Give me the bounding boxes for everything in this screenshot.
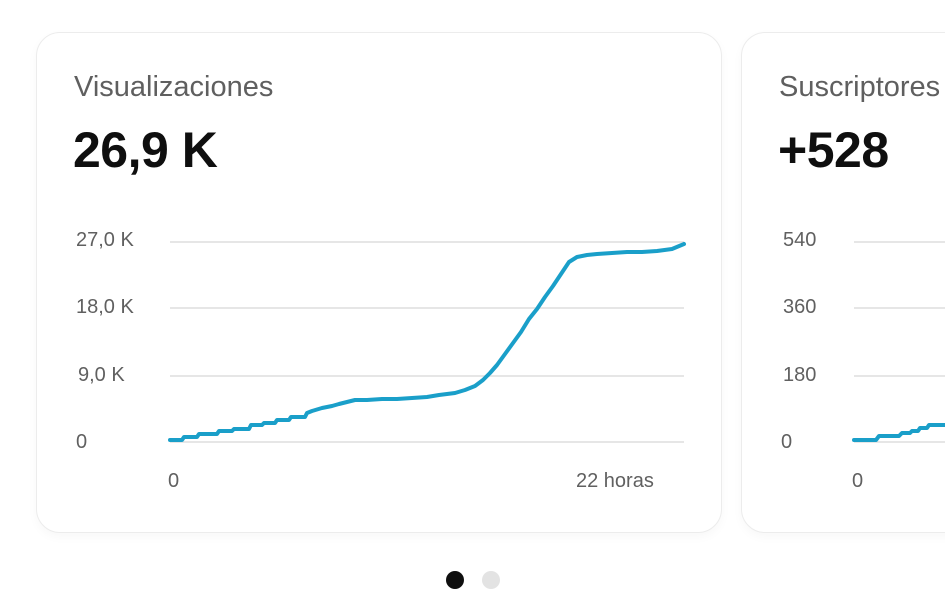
gridlines bbox=[854, 241, 945, 443]
views-line-chart bbox=[168, 241, 686, 443]
y-tick-label: 0 bbox=[781, 431, 793, 453]
y-tick-label: 18,0 K bbox=[76, 296, 134, 318]
y-tick-label: 9,0 K bbox=[78, 364, 125, 386]
subscribers-title: Suscriptores bbox=[779, 71, 941, 103]
x-tick-label: 0 bbox=[852, 470, 864, 492]
subscribers-card[interactable]: Suscriptores +528 540 360 180 0 0 bbox=[741, 32, 945, 533]
pager-dot-1[interactable] bbox=[446, 571, 464, 589]
subscribers-series-line bbox=[852, 423, 945, 442]
y-tick-label: 360 bbox=[783, 296, 817, 318]
y-tick-label: 180 bbox=[783, 364, 817, 386]
y-tick-label: 540 bbox=[783, 229, 817, 251]
pager-dot-2[interactable] bbox=[482, 571, 500, 589]
x-tick-label: 0 bbox=[168, 470, 180, 492]
carousel-pager bbox=[446, 571, 500, 589]
subscribers-line-chart bbox=[852, 241, 945, 443]
y-tick-label: 27,0 K bbox=[76, 229, 134, 251]
views-card[interactable]: Visualizaciones 26,9 K 27,0 K 18,0 K 9,0… bbox=[36, 32, 722, 533]
x-tick-label: 22 horas bbox=[576, 470, 654, 492]
subscribers-value: +528 bbox=[778, 122, 889, 178]
views-title: Visualizaciones bbox=[74, 71, 274, 103]
y-tick-label: 0 bbox=[76, 431, 88, 453]
gridlines bbox=[170, 241, 684, 443]
views-value: 26,9 K bbox=[73, 122, 218, 178]
views-series-line bbox=[168, 242, 686, 442]
